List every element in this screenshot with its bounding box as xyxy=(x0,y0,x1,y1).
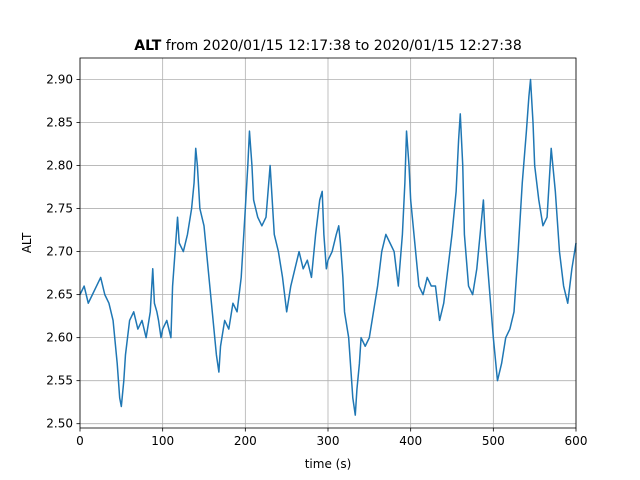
x-tick-label: 200 xyxy=(234,434,257,448)
y-tick-label: 2.65 xyxy=(46,288,73,302)
x-tick-label: 500 xyxy=(482,434,505,448)
x-tick-label: 300 xyxy=(317,434,340,448)
y-tick-label: 2.60 xyxy=(46,331,73,345)
y-tick-label: 2.90 xyxy=(46,73,73,87)
x-tick-label: 600 xyxy=(565,434,588,448)
x-tick-label: 0 xyxy=(76,434,84,448)
series-line-alt xyxy=(79,78,577,416)
chart-title: ALT from 2020/01/15 12:17:38 to 2020/01/… xyxy=(134,38,521,54)
grid-lines xyxy=(79,58,577,428)
y-tick-label: 2.85 xyxy=(46,116,73,130)
x-tick-label: 100 xyxy=(151,434,174,448)
y-tick-label: 2.70 xyxy=(46,245,73,259)
chart-title-range: from 2020/01/15 12:17:38 to 2020/01/15 1… xyxy=(161,38,521,54)
y-tick-label: 2.80 xyxy=(46,159,73,173)
plot-area xyxy=(79,78,577,416)
axis-ticks: 0 100 200 300 400 500 600 2.50 2.55 2.60 2.65 2.70 2… xyxy=(46,73,587,448)
y-tick-label: 2.75 xyxy=(46,202,73,216)
y-tick-label: 2.55 xyxy=(46,374,73,388)
y-axis-label: ALT xyxy=(20,232,34,253)
x-axis-label: time (s) xyxy=(305,457,352,471)
y-tick-label: 2.50 xyxy=(46,417,73,431)
chart-title-variable: ALT xyxy=(134,38,161,54)
x-tick-label: 400 xyxy=(399,434,422,448)
